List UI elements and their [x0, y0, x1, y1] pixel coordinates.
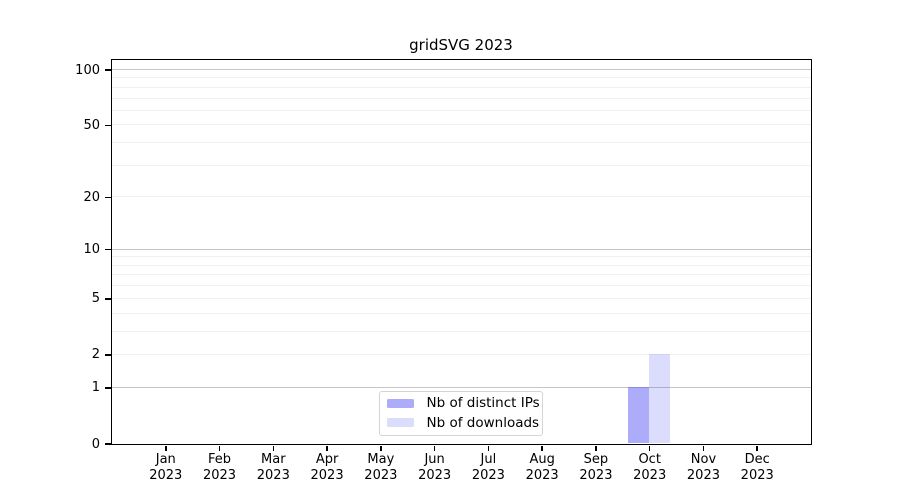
y-tick-label-20: 20 [83, 189, 100, 205]
x-tick-label-jan: Jan 2023 [149, 452, 183, 483]
x-tick-jul [487, 445, 490, 451]
legend-item-downloads: Nb of downloads [386, 414, 542, 431]
x-tick-feb [218, 445, 221, 451]
bar-oct-downloads [649, 354, 671, 444]
y-tick-label-0: 0 [91, 436, 100, 452]
y-tick-label-5: 5 [91, 291, 100, 307]
gridline-minor-2 [111, 353, 811, 355]
y-tick-5 [104, 298, 111, 300]
gridline-minor-90 [111, 77, 811, 79]
x-tick-mar [272, 445, 275, 451]
y-tick-100 [104, 69, 111, 71]
y-tick-label-50: 50 [83, 117, 100, 133]
x-tick-label-mar: Mar 2023 [256, 452, 290, 483]
x-tick-may [380, 445, 382, 451]
gridline-minor-20 [111, 196, 811, 198]
y-tick-2 [104, 354, 111, 356]
x-tick-oct [648, 445, 651, 451]
gridline-minor-5 [111, 297, 811, 299]
y-tick-20 [104, 196, 111, 199]
y-tick-10 [104, 248, 111, 251]
gridline-minor-6 [111, 285, 811, 287]
x-tick-label-sep: Sep 2023 [579, 452, 613, 483]
x-tick-aug [541, 445, 543, 451]
gridline-minor-70 [111, 97, 811, 99]
plot-area: Nb of distinct IPs Nb of downloads [110, 58, 812, 445]
gridline-minor-60 [111, 109, 811, 111]
x-tick-jun [433, 445, 436, 451]
x-tick-label-may: May 2023 [364, 452, 398, 483]
gridline-minor-8 [111, 264, 811, 266]
x-tick-sep [595, 445, 597, 451]
gridline-minor-80 [111, 86, 811, 88]
x-tick-label-oct: Oct 2023 [633, 452, 667, 483]
legend-item-distinct-ips: Nb of distinct IPs [386, 395, 542, 412]
x-tick-label-dec: Dec 2023 [740, 452, 774, 483]
y-tick-50 [104, 124, 111, 127]
chart-title: gridSVG 2023 [409, 36, 513, 54]
x-tick-label-apr: Apr 2023 [310, 452, 344, 483]
x-tick-nov [702, 445, 705, 451]
bar-oct-distinct-ips [628, 387, 650, 444]
x-tick-label-nov: Nov 2023 [686, 452, 720, 483]
x-tick-apr [326, 445, 328, 451]
gridline-minor-50 [111, 124, 811, 126]
gridline-minor-30 [111, 164, 811, 166]
x-tick-label-feb: Feb 2023 [202, 452, 237, 483]
y-tick-label-2: 2 [91, 347, 100, 363]
legend-label-downloads: Nb of downloads [426, 414, 540, 431]
y-tick-label-100: 100 [75, 62, 100, 78]
x-tick-label-jun: Jun 2023 [418, 452, 452, 483]
x-tick-label-aug: Aug 2023 [525, 452, 559, 483]
y-tick-label-10: 10 [83, 242, 100, 258]
x-tick-dec [756, 445, 758, 451]
y-tick-0 [104, 443, 111, 445]
gridline-minor-7 [111, 274, 811, 276]
y-tick-1 [104, 387, 111, 389]
legend-label-distinct-ips: Nb of distinct IPs [426, 395, 540, 412]
gridline-minor-3 [111, 330, 811, 332]
y-tick-label-1: 1 [91, 380, 100, 396]
gridline-major-1 [111, 386, 811, 388]
legend-swatch-distinct-ips [386, 398, 414, 408]
gridline-minor-9 [111, 256, 811, 258]
x-tick-label-jul: Jul 2023 [471, 452, 505, 483]
gridline-minor-4 [111, 312, 811, 314]
x-tick-jan [165, 445, 167, 451]
gridline-minor-40 [111, 142, 811, 144]
legend-swatch-downloads [386, 418, 414, 428]
legend: Nb of distinct IPs Nb of downloads [378, 390, 543, 436]
gridline-major-10 [111, 248, 811, 250]
gridline-major-100 [111, 69, 811, 70]
